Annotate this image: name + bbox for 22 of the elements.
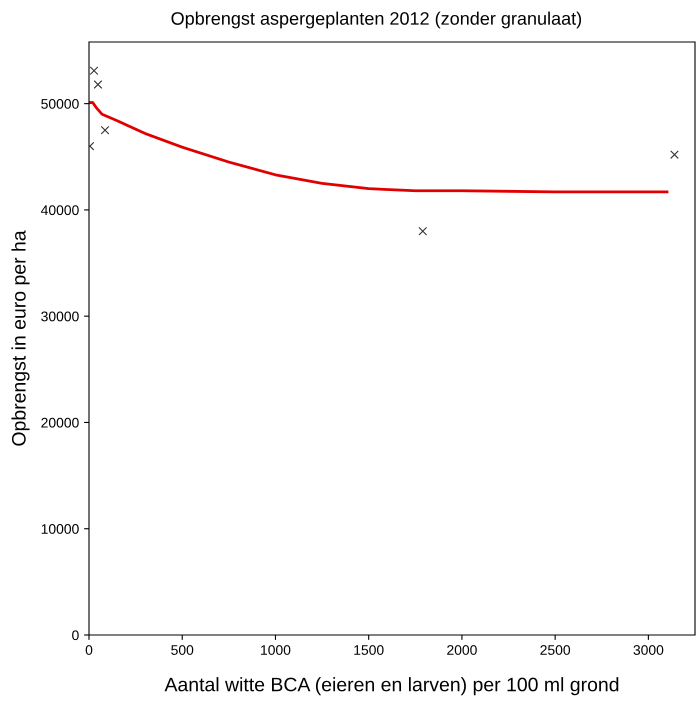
- y-tick-label: 30000: [41, 312, 79, 322]
- line-series: [89, 101, 668, 194]
- chart-title: Opbrengst aspergeplanten 2012 (zonder granulaat): [171, 12, 582, 28]
- y-axis-title: Opbrengst in euro per ha: [11, 230, 30, 446]
- point: [94, 80, 102, 89]
- point: [418, 226, 428, 236]
- x-tick-label: 0: [86, 645, 92, 655]
- x-axis-title: Aantal witte BCA (eieren en larven) per 100 ml grond: [164, 677, 618, 696]
- x-tick-label: 500: [171, 645, 194, 655]
- x-tick-label: 1500: [354, 645, 384, 655]
- point: [100, 126, 110, 135]
- y-tick-label: 40000: [40, 205, 79, 216]
- point: [670, 150, 679, 160]
- x-tick-label: 2500: [540, 645, 570, 655]
- y-tick-label: 0: [72, 630, 79, 640]
- y-tick-label: 50000: [41, 98, 79, 109]
- y-tick-label: 20000: [41, 418, 79, 428]
- y-tick-label: 10000: [42, 524, 79, 534]
- x-tick-label: 2000: [447, 645, 477, 655]
- point: [90, 66, 98, 76]
- x-tick-label: 3000: [633, 645, 664, 655]
- x-tick-label: 1000: [261, 645, 290, 655]
